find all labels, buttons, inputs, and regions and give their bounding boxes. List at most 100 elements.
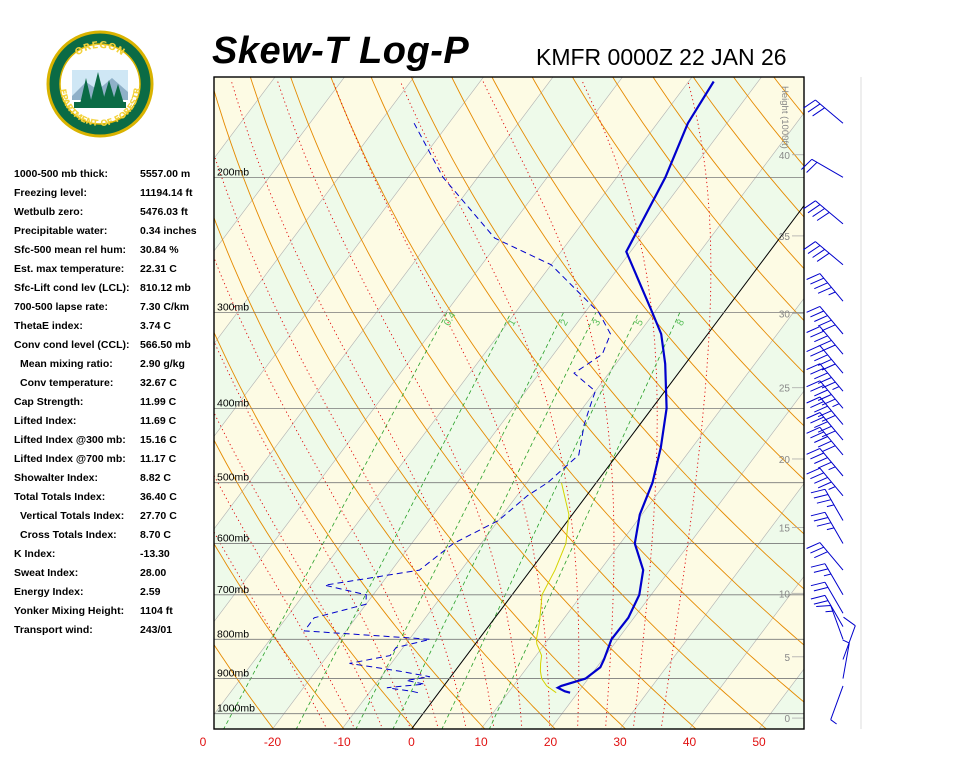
isotherm-line <box>689 575 804 729</box>
wind-barbs <box>801 99 856 725</box>
wind-barb <box>803 200 844 225</box>
index-value: 32.67 C <box>140 377 177 389</box>
wind-barb <box>806 396 844 425</box>
index-value: 5557.00 m <box>140 168 191 180</box>
wind-barb <box>803 241 844 266</box>
height-tick-label: 15 <box>779 523 791 534</box>
index-value: 7.30 C/km <box>140 301 190 313</box>
index-label: Lifted Index @700 mb: <box>14 453 126 465</box>
dry-adiabat <box>0 0 215 745</box>
parcel-trace <box>535 482 570 694</box>
height-tick-label: 10 <box>779 589 791 600</box>
index-value: 11.69 C <box>140 415 177 427</box>
height-tick-label: 5 <box>784 653 790 664</box>
height-axis-title: Height (1000ft) <box>779 86 790 149</box>
index-value: 243/01 <box>140 624 173 636</box>
index-value: 0.34 inches <box>140 225 197 237</box>
wind-barb <box>806 412 844 441</box>
wind-barb <box>810 488 844 521</box>
mixing-ratio-label: 3 <box>591 317 604 328</box>
index-value: 28.00 <box>140 567 167 579</box>
mixing-ratio-line <box>295 312 512 729</box>
isotherm-line <box>0 0 164 745</box>
temperature-tick-label: 0 <box>200 735 207 749</box>
index-label: Lifted Index @300 mb: <box>14 434 126 446</box>
mixing-ratio-label: 8 <box>675 317 688 328</box>
dry-adiabat <box>828 0 960 745</box>
mixing-ratio-label: 2 <box>559 317 572 328</box>
pressure-label: 1000mb <box>217 703 255 715</box>
zero-isotherm <box>410 204 804 729</box>
index-label: Lifted Index: <box>14 415 77 427</box>
pressure-label: 600mb <box>217 532 249 544</box>
index-label: Energy Index: <box>14 586 84 598</box>
isotherm-line <box>214 77 693 715</box>
index-value: 1104 ft <box>140 605 173 617</box>
dry-adiabat <box>864 0 960 745</box>
wind-barb <box>806 273 844 302</box>
index-label: ThetaE index: <box>14 320 83 332</box>
index-value: 3.74 C <box>140 320 171 332</box>
wind-barb <box>803 99 844 124</box>
isotherm-line <box>0 0 234 745</box>
height-tick-label: 30 <box>779 309 791 320</box>
index-value: -13.30 <box>140 548 170 560</box>
isotherm-line <box>214 77 554 530</box>
mixing-ratio-line <box>355 312 564 729</box>
isotherm-line <box>480 297 804 729</box>
index-label: 1000-500 mb thick: <box>14 168 108 180</box>
wind-barb <box>806 380 844 409</box>
isotherm-band <box>272 77 804 729</box>
index-label: Freezing level: <box>14 187 87 199</box>
height-tick-label: 45 <box>779 66 791 77</box>
height-tick-label: 0 <box>784 714 790 725</box>
index-label: Sweat Index: <box>14 567 79 579</box>
pressure-label: 800mb <box>217 628 249 640</box>
wind-barb <box>806 305 844 335</box>
station-time-subtitle: KMFR 0000Z 22 JAN 26 <box>536 44 787 70</box>
pressure-label: 300mb <box>217 301 249 313</box>
temperature-tick-label: 40 <box>683 735 697 749</box>
wind-barb <box>806 467 844 497</box>
pressure-label: 500mb <box>217 472 249 484</box>
temperature-tick-label: 20 <box>544 735 558 749</box>
mixing-ratio-line <box>223 312 448 729</box>
wind-barb <box>806 345 844 374</box>
pressure-label: 400mb <box>217 397 249 409</box>
wind-barb <box>810 563 844 596</box>
index-label: Yonker Mixing Height: <box>14 605 125 617</box>
wind-barb <box>810 594 844 627</box>
isotherm-band <box>0 0 165 745</box>
index-label: Showalter Index: <box>14 472 99 484</box>
index-value: 22.31 C <box>140 263 177 275</box>
dry-adiabat <box>900 0 960 745</box>
index-label: Wetbulb zero: <box>14 206 84 218</box>
index-value: 15.16 C <box>140 434 177 446</box>
height-tick-label: 25 <box>779 384 791 395</box>
dry-adiabat <box>214 643 275 729</box>
isotherm-line <box>214 77 345 252</box>
dry-adiabat <box>612 77 804 322</box>
wind-barb <box>842 639 850 679</box>
mixing-ratio-line <box>392 312 597 729</box>
wind-barb <box>806 447 844 477</box>
mixing-ratio-label: 1 <box>506 317 519 328</box>
temperature-tick-label: -20 <box>264 735 282 749</box>
temperature-trace <box>555 80 715 694</box>
temperature-tick-label: 10 <box>474 735 488 749</box>
height-tick-label: 40 <box>779 151 791 162</box>
index-label: Mean mixing ratio: <box>20 358 113 370</box>
temperature-tick-label: 30 <box>613 735 627 749</box>
index-value: 2.59 <box>140 586 161 598</box>
isotherm-line <box>816 0 960 745</box>
wind-barb <box>806 363 844 392</box>
index-label: Est. max temperature: <box>14 263 125 275</box>
dry-adiabat <box>792 0 960 745</box>
index-value: 810.12 mb <box>140 282 191 294</box>
plot-area: 0.4 1 2 3 5 8200mb300mb400mb500mb600mb700mb80… <box>0 0 960 745</box>
index-value: 2.90 g/kg <box>140 358 185 370</box>
isotherm-line <box>214 77 276 159</box>
wind-barb <box>842 616 856 660</box>
wind-barb <box>806 326 844 355</box>
